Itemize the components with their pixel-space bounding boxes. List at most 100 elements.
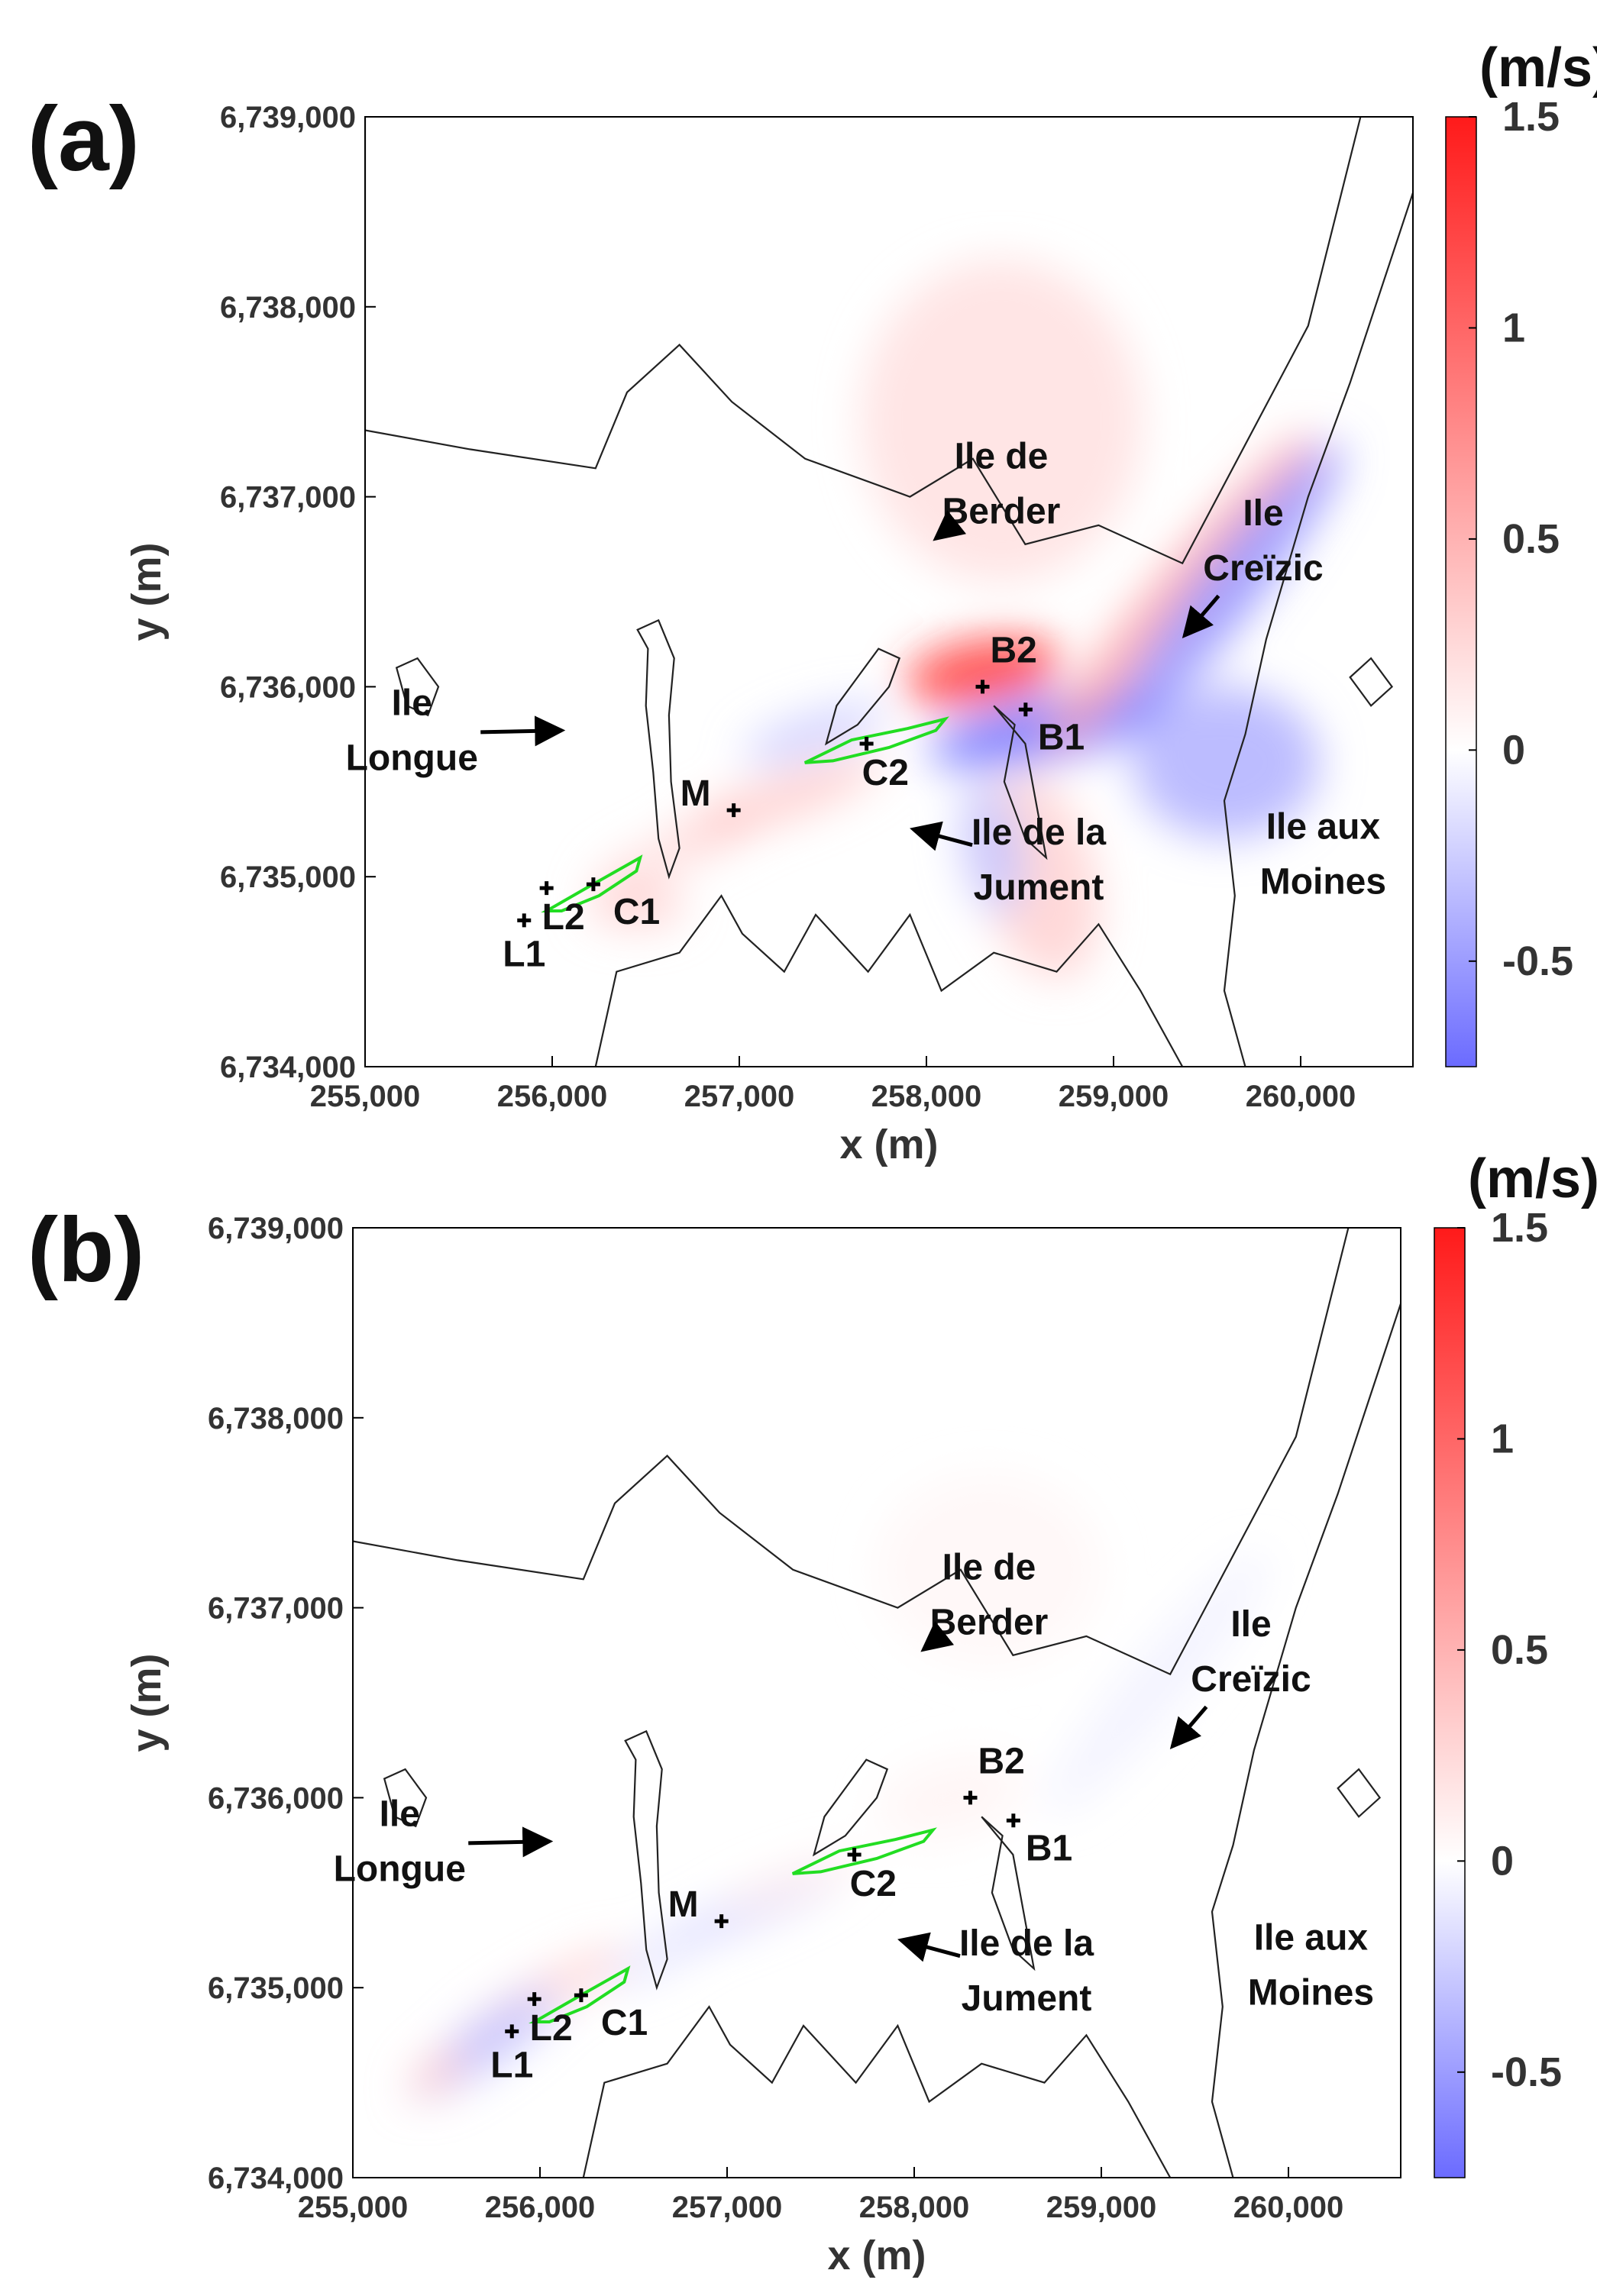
annotation-arrow xyxy=(933,509,967,541)
velocity-blob xyxy=(861,259,1142,583)
plot-frame xyxy=(352,1227,1401,2178)
y-tick-label: 6,739,000 xyxy=(220,101,356,134)
colorbar-tick-label: -0.5 xyxy=(1502,938,1573,984)
x-axis-label: x (m) xyxy=(839,1122,938,1167)
y-tick-label: 6,736,000 xyxy=(220,670,356,704)
velocity-blob xyxy=(1107,443,1344,741)
colorbar-unit: (m/s) xyxy=(1468,1148,1597,1209)
station-marker xyxy=(574,1988,588,2003)
colorbar-tick-label: 1 xyxy=(1491,1416,1514,1461)
velocity-blob xyxy=(1046,1553,1269,1814)
station-label: L2 xyxy=(542,897,585,938)
x-tick-label: 259,000 xyxy=(1046,2191,1157,2224)
annotation-arrow xyxy=(468,1826,554,1858)
station-marker xyxy=(859,737,874,751)
colorbar-tick-label: 0 xyxy=(1491,1838,1514,1884)
place-annotation: Ile Creïzic xyxy=(1203,493,1323,589)
coastline-group xyxy=(365,117,1413,1067)
coastline-north xyxy=(353,1228,1350,1676)
colorbar xyxy=(1445,116,1477,1067)
coastline-longue xyxy=(624,1729,668,1991)
station-marker xyxy=(505,2024,519,2039)
panel-label: (a) xyxy=(27,88,140,190)
station-marker xyxy=(714,1914,729,1929)
station-label: M xyxy=(668,1884,699,1925)
coastline-westlob xyxy=(395,657,440,717)
x-tick-label: 256,000 xyxy=(497,1080,608,1113)
y-axis-label: y (m) xyxy=(124,1653,170,1752)
x-axis-label: x (m) xyxy=(827,2233,926,2278)
y-tick-label: 6,737,000 xyxy=(208,1592,344,1626)
area-outline-c2 xyxy=(803,716,949,764)
chart-panel-1: 255,000 256,000 257,000 258,000 259,000 260,0… xyxy=(27,37,1597,1167)
x-tick-label: 260,000 xyxy=(1246,1080,1356,1113)
y-tick-label: 6,735,000 xyxy=(208,1971,344,2005)
chart-panel-2: 255,000 256,000 257,000 258,000 259,000 260,0… xyxy=(27,1148,1597,2278)
velocity-blob xyxy=(929,688,1168,770)
coastline-longue xyxy=(636,618,681,880)
colorbar-tick-label: 0 xyxy=(1502,727,1525,773)
velocity-blob xyxy=(742,703,886,765)
x-tick-label: 256,000 xyxy=(485,2191,596,2224)
place-annotation: Ile de la Jument xyxy=(959,1923,1094,2019)
station-label: C1 xyxy=(601,2003,648,2043)
colorbar-tick-label: -0.5 xyxy=(1491,2049,1562,2095)
colorbar-tick-label: 1.5 xyxy=(1502,94,1560,140)
x-tick-label: 257,000 xyxy=(684,1080,795,1113)
y-tick-label: 6,734,000 xyxy=(220,1051,356,1084)
coastline-mid xyxy=(824,647,901,746)
y-tick-label: 6,738,000 xyxy=(220,291,356,325)
station-marker xyxy=(1018,702,1033,717)
x-tick-label: 255,000 xyxy=(310,1080,421,1113)
station-label: B1 xyxy=(1026,1828,1072,1868)
coastline-south xyxy=(582,2005,1172,2178)
annotation-arrow xyxy=(1182,594,1220,639)
plot-frame xyxy=(364,116,1414,1067)
x-tick-label: 259,000 xyxy=(1059,1080,1169,1113)
place-annotation: Ile Creïzic xyxy=(1191,1604,1311,1700)
station-label: C2 xyxy=(862,753,909,793)
place-annotation: Ile Longue xyxy=(334,1794,466,1890)
coastline-east xyxy=(1223,192,1413,1067)
station-label: L1 xyxy=(490,2045,533,2085)
x-tick-label: 257,000 xyxy=(672,2191,783,2224)
x-tick-label: 258,000 xyxy=(859,2191,970,2224)
annotation-arrow xyxy=(1169,1705,1208,1750)
velocity-blob xyxy=(587,882,685,928)
y-axis-label: y (m) xyxy=(124,542,170,641)
annotation-arrow xyxy=(897,1932,961,1962)
coastline-westlob xyxy=(383,1768,428,1828)
colorbar-tick-label: 1 xyxy=(1502,305,1525,350)
x-tick-label: 260,000 xyxy=(1233,2191,1344,2224)
colorbar xyxy=(1434,1227,1466,2178)
coastline-east xyxy=(1211,1303,1401,2178)
station-marker xyxy=(517,913,532,928)
station-label: C2 xyxy=(850,1864,897,1904)
velocity-blob xyxy=(878,1756,1025,1839)
station-label: B2 xyxy=(978,1741,1025,1781)
y-tick-label: 6,738,000 xyxy=(208,1402,344,1435)
annotation-arrow xyxy=(910,821,973,851)
coastline-creizic xyxy=(1337,1768,1382,1818)
x-tick-label: 255,000 xyxy=(298,2191,409,2224)
velocity-blob xyxy=(877,1474,1101,1665)
panel-label: (b) xyxy=(27,1199,144,1301)
station-marker xyxy=(975,680,990,694)
place-annotation: Ile aux Moines xyxy=(1260,806,1386,902)
area-outline-c2 xyxy=(791,1827,937,1875)
velocity-blob xyxy=(596,809,771,887)
y-tick-label: 6,734,000 xyxy=(208,2162,344,2195)
velocity-blob xyxy=(904,637,1061,706)
coastline-south xyxy=(594,894,1184,1067)
coastline-mid xyxy=(812,1758,889,1857)
place-annotation: Ile Longue xyxy=(346,683,478,779)
coastline-creizic xyxy=(1349,657,1394,707)
velocity-blob xyxy=(1045,433,1313,751)
y-tick-label: 6,736,000 xyxy=(208,1781,344,1815)
station-marker xyxy=(726,803,741,818)
station-label: M xyxy=(681,773,711,814)
velocity-blob xyxy=(960,782,1024,914)
place-annotation: Ile aux Moines xyxy=(1248,1917,1374,2013)
velocity-blob xyxy=(409,2049,464,2097)
